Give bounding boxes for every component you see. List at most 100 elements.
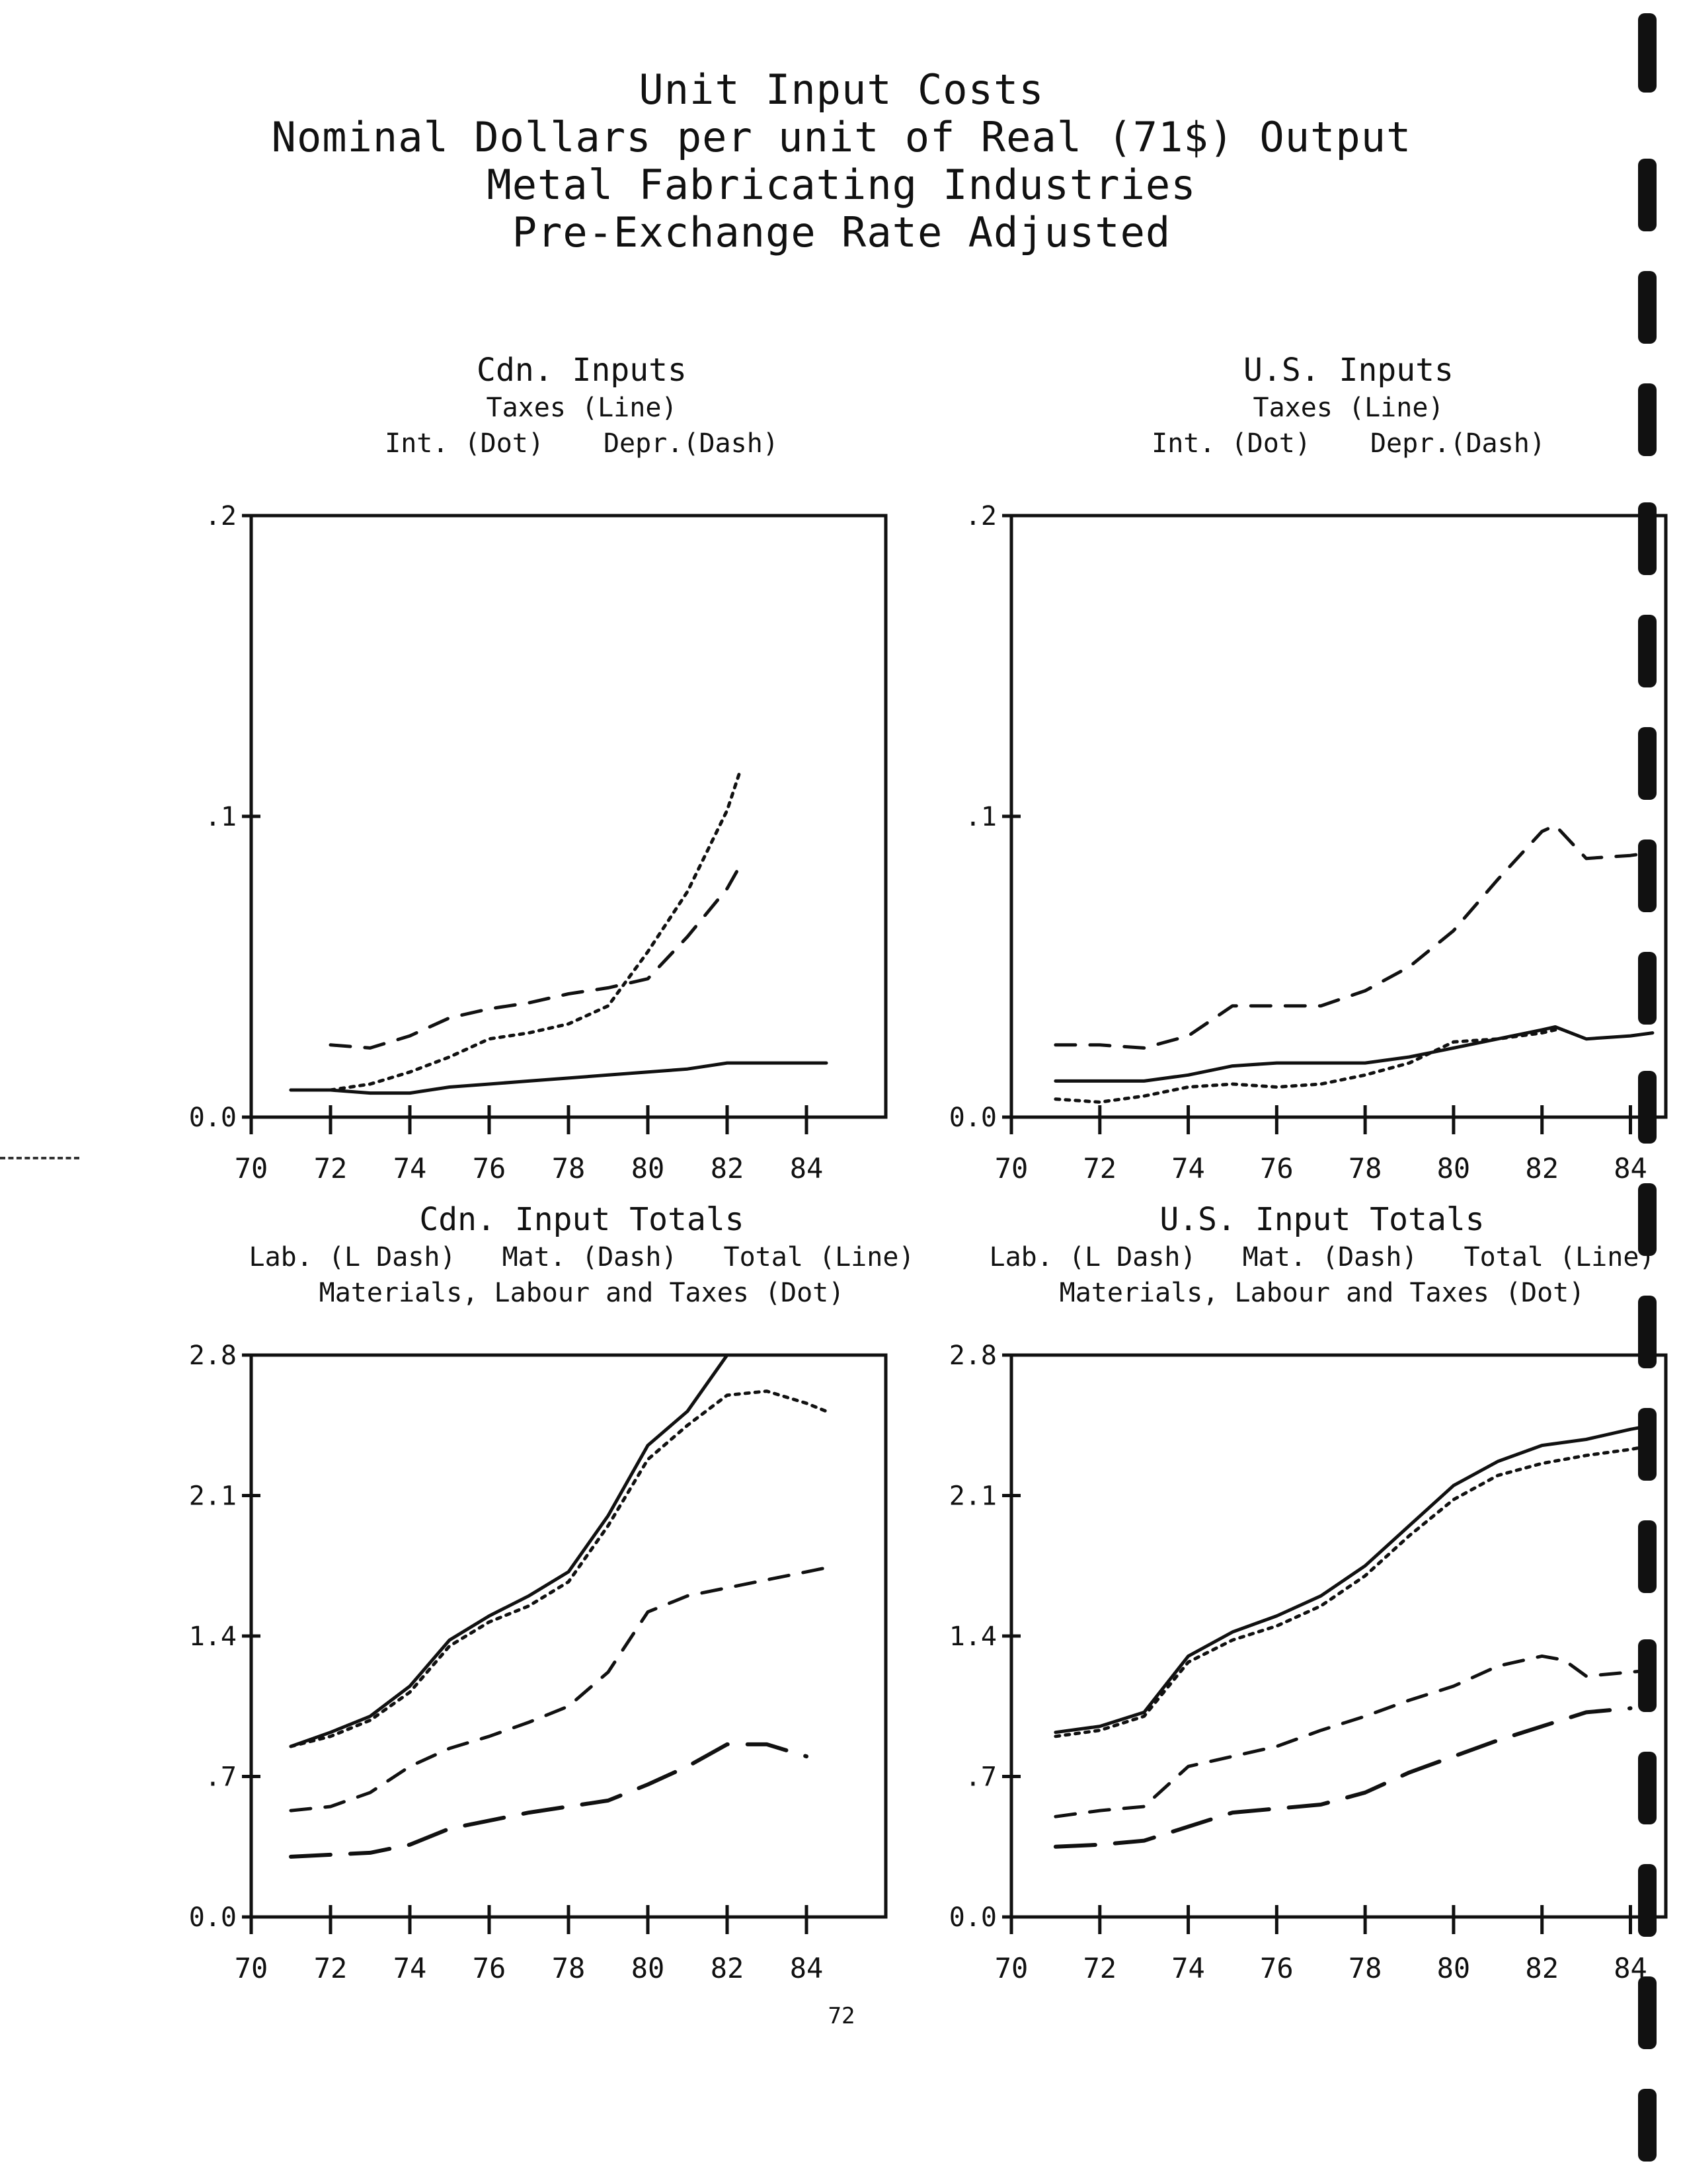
us-totals-series-materials-labour-and-taxes [1054, 1444, 1655, 1738]
cdn-totals-series-total [289, 1353, 729, 1748]
us-totals-x-tick-label: 82 [1525, 1952, 1559, 1984]
us-totals-chart: 0.0.71.42.12.870 72 74 76 78 80 82 84 [949, 1342, 1668, 1984]
us-inputs-header: U.S. Inputs Taxes (Line) Int. (Dot) Depr… [1018, 350, 1679, 461]
cdn-totals-chart: 0.0 .7 1.4 2.1 2.8 70 72 74 76 78 80 82 84 [189, 1342, 888, 1984]
us-inputs-y-tick-label: .1 [965, 802, 997, 832]
binder-mark-8 [1638, 839, 1657, 912]
cdn-totals-header: Cdn. Input Totals Lab. (L Dash) Mat. (Da… [218, 1200, 945, 1311]
us-inputs-x-tick-label: 74 [1171, 1152, 1205, 1185]
binder-mark-7 [1638, 727, 1657, 800]
us-inputs-y-tick-label: 0.0 [949, 1103, 997, 1133]
us-totals-x-tick-label: 76 [1260, 1952, 1294, 1984]
binder-mark-15 [1638, 1639, 1657, 1712]
us-inputs-x-tick-label: 76 [1260, 1152, 1294, 1185]
binder-mark-18 [1638, 1976, 1657, 2049]
cdn-inputs-y-tick-label: .2 [205, 502, 237, 531]
us-totals-legend-total: Total (Line) [1464, 1242, 1655, 1272]
us-totals-title: U.S. Input Totals [1159, 1201, 1485, 1238]
us-inputs-x-tick-label: 78 [1349, 1152, 1382, 1185]
cdn-inputs-x-tick-label: 74 [393, 1152, 427, 1185]
us-totals-plot-frame [1009, 1353, 1668, 1919]
binder-mark-12 [1638, 1296, 1657, 1368]
cdn-inputs-x-tick-label: 76 [473, 1152, 506, 1185]
us-totals-header: U.S. Input Totals Lab. (L Dash) Mat. (Da… [972, 1200, 1672, 1311]
cdn-totals-series-mat [289, 1566, 828, 1813]
cdn-inputs-y-tick-label: .1 [205, 802, 237, 832]
cdn-totals-legend-mlt: Materials, Labour and Taxes (Dot) [319, 1278, 845, 1308]
cdn-totals-series-materials-labour-and-taxes [289, 1389, 828, 1748]
binder-mark-16 [1638, 1752, 1657, 1824]
binder-mark-5 [1638, 502, 1657, 575]
cdn-inputs-series-depr [329, 865, 741, 1050]
us-inputs-chart: 0.0 .1 .2 70 72 74 76 78 80 82 84 [949, 502, 1668, 1185]
cdn-totals-y-tick-label: .7 [205, 1762, 237, 1793]
us-totals-y-tick-label: 2.1 [949, 1481, 997, 1512]
cdn-totals-x-tick-label: 72 [314, 1952, 348, 1984]
binder-mark-6 [1638, 615, 1657, 687]
figure-title-line-2: Nominal Dollars per unit of Real (71$) O… [271, 113, 1412, 161]
binder-mark-1 [1638, 13, 1657, 93]
us-inputs-title: U.S. Inputs [1243, 352, 1454, 389]
us-totals-series-mat [1054, 1654, 1655, 1818]
us-totals-x-tick-label: 70 [995, 1952, 1029, 1984]
binder-mark-14 [1638, 1520, 1657, 1593]
cdn-totals-legend-mat: Mat. (Dash) [502, 1242, 678, 1272]
us-totals-series-total [1054, 1423, 1655, 1735]
binder-mark-9 [1638, 952, 1657, 1025]
cdn-totals-legend-total: Total (Line) [723, 1242, 915, 1272]
us-totals-x-tick-label: 80 [1437, 1952, 1471, 1984]
cdn-inputs-x-tick-label: 82 [711, 1152, 744, 1185]
us-inputs-x-tick-label: 84 [1614, 1152, 1647, 1185]
us-inputs-x-tick-label: 82 [1525, 1152, 1559, 1185]
us-totals-x-tick-label: 72 [1083, 1952, 1116, 1984]
cdn-inputs-x-tick-label: 80 [631, 1152, 665, 1185]
us-inputs-x-tick-label: 72 [1083, 1152, 1116, 1185]
us-totals-y-tick-label: 1.4 [949, 1621, 997, 1652]
cdn-totals-x-tick-label: 80 [631, 1952, 665, 1984]
cdn-inputs-series-int [289, 772, 741, 1092]
cdn-totals-y-tick-label: 2.1 [189, 1481, 237, 1512]
us-totals-y-tick-label: .7 [965, 1762, 997, 1793]
cdn-totals-legend-lab: Lab. (L Dash) [249, 1242, 456, 1272]
cdn-totals-y-tick-label: 2.8 [189, 1342, 237, 1371]
cdn-inputs-x-tick-label: 84 [790, 1152, 824, 1185]
figure-title-block: Unit Input Costs Nominal Dollars per uni… [0, 66, 1683, 256]
binder-mark-3 [1638, 271, 1657, 344]
us-totals-x-tick-label: 74 [1171, 1952, 1205, 1984]
cdn-inputs-legend-depr: Depr.(Dash) [603, 428, 779, 459]
us-totals-series-lab [1053, 1706, 1633, 1849]
cdn-totals-x-tick-label: 84 [790, 1952, 824, 1984]
cdn-totals-y-tick-label: 1.4 [189, 1621, 237, 1652]
cdn-totals-title: Cdn. Input Totals [419, 1201, 744, 1238]
cdn-totals-plot-frame [249, 1353, 888, 1919]
cdn-inputs-header: Cdn. Inputs Taxes (Line) Int. (Dot) Depr… [251, 350, 912, 461]
figure-title-line-4: Pre-Exchange Rate Adjusted [512, 208, 1171, 256]
cdn-inputs-legend-taxes: Taxes (Line) [486, 393, 678, 423]
cdn-inputs-title: Cdn. Inputs [477, 352, 687, 389]
cdn-totals-x-tick-label: 82 [711, 1952, 744, 1984]
binder-mark-2 [1638, 159, 1657, 231]
cdn-inputs-x-tick-label: 72 [314, 1152, 348, 1185]
cdn-inputs-y-tick-label: 0.0 [189, 1103, 237, 1133]
cdn-totals-x-tick-label: 76 [473, 1952, 506, 1984]
us-inputs-legend-int: Int. (Dot) [1152, 428, 1311, 459]
cdn-inputs-plot-frame [249, 514, 888, 1119]
us-totals-legend-mat: Mat. (Dash) [1242, 1242, 1418, 1272]
us-inputs-plot-frame [1009, 514, 1668, 1119]
us-inputs-series-taxes [1054, 1025, 1655, 1083]
cdn-totals-y-tick-label: 0.0 [189, 1902, 237, 1933]
us-totals-y-tick-label: 2.8 [949, 1342, 997, 1371]
us-inputs-legend-depr: Depr.(Dash) [1370, 428, 1546, 459]
binder-mark-10 [1638, 1071, 1657, 1144]
us-inputs-x-tick-label: 80 [1437, 1152, 1471, 1185]
cdn-totals-x-tick-label: 70 [235, 1952, 268, 1984]
page-number: 72 [828, 2003, 855, 2029]
binder-mark-19 [1638, 2089, 1657, 2162]
figure-title-line-3: Metal Fabricating Industries [487, 161, 1196, 209]
binder-mark-13 [1638, 1408, 1657, 1481]
cdn-totals-x-tick-label: 74 [393, 1952, 427, 1984]
us-inputs-x-tick-label: 70 [995, 1152, 1029, 1185]
binder-mark-4 [1638, 383, 1657, 456]
cdn-totals-x-tick-label: 78 [552, 1952, 586, 1984]
cdn-totals-series-lab [289, 1742, 808, 1859]
